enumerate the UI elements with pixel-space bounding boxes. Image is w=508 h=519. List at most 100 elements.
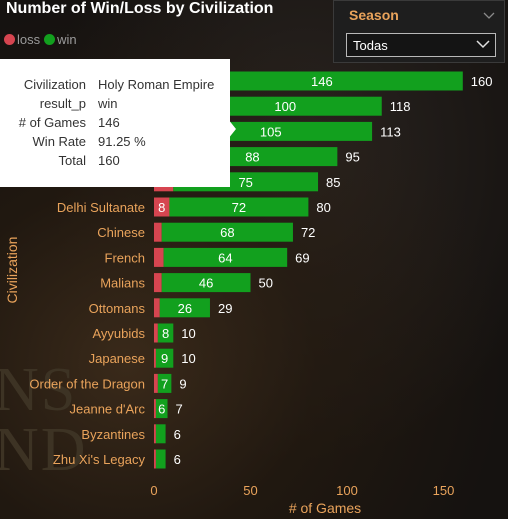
category-label: Ottomans: [89, 301, 146, 316]
data-label-win: 75: [238, 175, 252, 190]
bar-win[interactable]: [161, 222, 293, 242]
tooltip-row-total: Total 160: [0, 153, 230, 172]
bar-loss[interactable]: [154, 449, 156, 469]
category-label: Zhu Xi's Legacy: [53, 452, 146, 467]
category-label: French: [105, 250, 145, 265]
tooltip-value: 146: [98, 115, 120, 130]
category-label: Japanese: [89, 351, 145, 366]
chart-title: Number of Win/Loss by Civilization: [6, 0, 274, 17]
tooltip-row-games: # of Games 146: [0, 115, 230, 134]
data-label-total: 80: [316, 200, 330, 215]
data-label-win: 88: [245, 150, 259, 165]
data-label-win: 8: [162, 326, 169, 341]
category-label: Chinese: [97, 225, 145, 240]
chart-legend: loss win: [4, 32, 81, 47]
tooltip-row-winrate: Win Rate 91.25 %: [0, 134, 230, 153]
bar-loss[interactable]: [154, 424, 156, 444]
bar-win[interactable]: [181, 71, 463, 91]
tooltip-value: Holy Roman Empire: [98, 77, 215, 92]
data-label-win: 64: [218, 250, 232, 265]
data-label-win: 46: [199, 276, 213, 291]
bar-loss[interactable]: [154, 399, 156, 419]
tooltip-row-result: result_p win: [0, 96, 230, 115]
bar-win[interactable]: [159, 298, 210, 318]
data-label-win: 146: [311, 74, 333, 89]
bar-loss[interactable]: [154, 222, 162, 242]
bar-win[interactable]: [155, 424, 166, 444]
tooltip-value: 160: [98, 153, 120, 168]
data-label-total: 6: [174, 452, 181, 467]
x-tick-label: 50: [243, 483, 257, 498]
legend-item-loss[interactable]: loss: [4, 32, 40, 47]
data-label-win: 68: [220, 225, 234, 240]
bar-loss[interactable]: [154, 323, 158, 343]
x-tick-label: 0: [150, 483, 157, 498]
tooltip-key: Win Rate: [32, 134, 86, 149]
bar-win[interactable]: [155, 348, 174, 368]
background-emblem: NS ND: [0, 356, 88, 484]
bar-loss[interactable]: [154, 247, 164, 267]
data-label-total: 7: [176, 402, 183, 417]
data-label-win: 6: [158, 402, 165, 417]
data-label-loss: 8: [158, 200, 165, 215]
bar-win[interactable]: [169, 197, 309, 217]
bar-win[interactable]: [188, 96, 382, 116]
data-label-win: 26: [178, 301, 192, 316]
data-label-total: 69: [295, 250, 309, 265]
bar-loss[interactable]: [154, 273, 162, 293]
bar-win[interactable]: [161, 273, 251, 293]
data-label-total: 6: [174, 427, 181, 442]
x-tick-label: 100: [336, 483, 358, 498]
bar-loss[interactable]: [154, 197, 170, 217]
legend-item-win[interactable]: win: [44, 32, 77, 47]
chevron-down-icon[interactable]: [482, 7, 496, 25]
data-label-total: 29: [218, 301, 232, 316]
legend-label-loss: loss: [17, 32, 41, 47]
tooltip-pointer: [228, 119, 236, 139]
data-label-total: 85: [326, 175, 340, 190]
data-label-total: 10: [181, 351, 195, 366]
bar-win[interactable]: [157, 323, 174, 343]
legend-swatch-win: [44, 34, 56, 45]
bar-win[interactable]: [157, 373, 172, 393]
legend-swatch-loss: [4, 34, 15, 45]
x-tick-label: 150: [433, 483, 455, 498]
y-axis-title: Civilization: [4, 237, 20, 304]
data-label-total: 50: [259, 276, 273, 291]
season-selected-value: Todas: [353, 38, 388, 53]
data-label-total: 72: [301, 225, 315, 240]
bar-loss[interactable]: [154, 348, 156, 368]
season-slicer: Season Todas: [333, 0, 505, 63]
tooltip-key: # of Games: [18, 115, 86, 130]
category-label: Jeanne d'Arc: [70, 402, 146, 417]
category-label: Byzantines: [81, 427, 145, 442]
category-label: Order of the Dragon: [29, 376, 145, 391]
data-label-total: 118: [390, 99, 411, 114]
data-label-win: 105: [260, 124, 282, 139]
tooltip-row-civilization: Civilization Holy Roman Empire: [0, 77, 230, 96]
category-label: Malians: [100, 276, 145, 291]
legend-label-win: win: [57, 32, 77, 47]
bar-win[interactable]: [163, 247, 288, 267]
bar-loss[interactable]: [154, 298, 160, 318]
data-label-total: 95: [345, 150, 359, 165]
bar-win[interactable]: [155, 449, 166, 469]
data-label-win: 100: [274, 99, 296, 114]
dropdown-arrow-icon[interactable]: [475, 37, 491, 56]
data-label-total: 10: [181, 326, 195, 341]
data-label-win: 9: [161, 351, 168, 366]
season-dropdown[interactable]: Todas: [346, 33, 496, 57]
category-label: Ayyubids: [92, 326, 145, 341]
tooltip: Civilization Holy Roman Empire result_p …: [0, 59, 236, 187]
bar-loss[interactable]: [154, 373, 158, 393]
data-label-total: 160: [471, 74, 493, 89]
bar-win[interactable]: [155, 399, 168, 419]
tooltip-key: Total: [58, 153, 86, 168]
data-label-total: 9: [179, 376, 186, 391]
tooltip-key: Civilization: [23, 77, 86, 92]
tooltip-value: 91.25 %: [98, 134, 146, 149]
x-axis-title: # of Games: [289, 500, 361, 516]
data-label-total: 113: [380, 124, 401, 139]
tooltip-value: win: [98, 96, 118, 111]
data-label-win: 7: [161, 376, 168, 391]
